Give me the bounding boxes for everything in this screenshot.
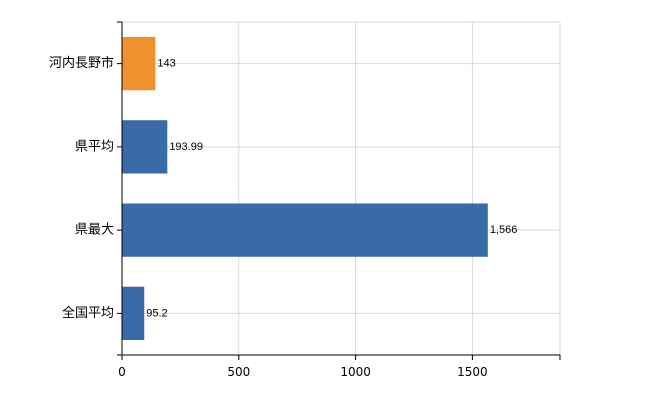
data-label: 95.2 [146,307,167,319]
bar [122,203,488,257]
x-tick-label: 0 [118,365,126,379]
grid [122,21,561,355]
data-label: 143 [157,58,175,70]
bar [122,120,168,174]
category-label: 県最大 [75,223,114,238]
x-tick-label: 500 [227,365,250,379]
axes [117,21,561,360]
bar [122,36,156,91]
x-tick-label: 1500 [457,365,488,379]
category-label: 河内長野市 [49,55,114,71]
labels: 河内長野市 143 県平均 193.99 県最大 1,566 全国平均 95.2 0 500 100… [49,55,517,379]
x-tick-label: 1000 [340,365,371,379]
category-label: 県平均 [75,139,114,154]
data-label: 1,566 [490,224,518,236]
bar [122,286,145,341]
category-label: 全国平均 [62,305,114,321]
data-label: 193.99 [169,141,203,153]
bars [122,36,488,341]
